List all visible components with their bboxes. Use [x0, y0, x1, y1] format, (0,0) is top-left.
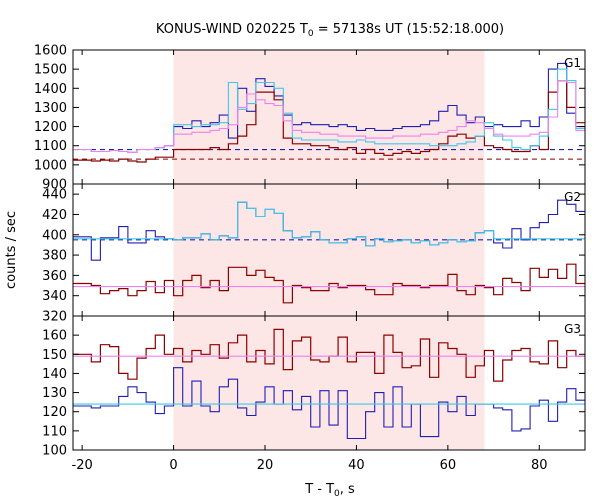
- series-line-blue-step: [73, 367, 585, 440]
- panel-label: G1: [564, 56, 581, 70]
- y-tick-label: 1600: [34, 44, 67, 59]
- y-tick-label: 360: [42, 269, 67, 284]
- x-tick-label: 20: [257, 458, 274, 473]
- y-tick-label: 1400: [34, 82, 67, 97]
- shaded-interval: [173, 316, 485, 450]
- series-group: [73, 199, 585, 304]
- plot-layer: 9001000110012001300140015001600G13203403…: [34, 44, 586, 473]
- panel-g3: 100 110 120 130 140 150 160 G3: [42, 315, 586, 459]
- y-tick-label: 900: [42, 178, 67, 193]
- x-tick-label: 0: [169, 458, 177, 473]
- x-tick-label: -20: [72, 458, 93, 473]
- y-tick-label: 1100: [34, 139, 67, 154]
- y-tick-label: 1500: [34, 63, 67, 78]
- x-tick-label: 60: [440, 458, 457, 473]
- y-tick-label: 440: [42, 188, 67, 203]
- y-tick-label: 380: [42, 249, 67, 264]
- shaded-interval: [173, 184, 485, 316]
- panel-g2: 320 340 360 380 400 420 440 G2: [42, 183, 586, 325]
- y-tick-label: 100: [42, 444, 67, 459]
- y-tick-label: 120: [42, 405, 67, 420]
- x-tick-label: 40: [348, 458, 365, 473]
- shaded-interval: [173, 50, 485, 184]
- y-tick-label: 140: [42, 367, 67, 382]
- y-tick-label: 320: [42, 310, 67, 325]
- series-line-cyan-smooth: [73, 201, 585, 247]
- panel-g1: 900 1000 1100 1200 1300 1400 1500 1600 G1: [34, 44, 586, 193]
- series-line-red-step: [73, 80, 585, 163]
- series-group: [73, 328, 585, 440]
- y-tick-label: 400: [42, 228, 67, 243]
- panel-label: G3: [564, 322, 581, 336]
- y-tick-label: 340: [42, 289, 67, 304]
- y-tick-label: 1200: [34, 120, 67, 135]
- x-axis-label: T - T0, s: [304, 482, 355, 499]
- x-tick-label: 80: [531, 458, 548, 473]
- y-tick-label: 1300: [34, 101, 67, 116]
- y-tick-label: 130: [42, 386, 67, 401]
- series-line-pink-smooth: [73, 80, 585, 153]
- series-line-red-step: [73, 263, 585, 304]
- series-group: [73, 62, 585, 163]
- y-tick-label: 160: [42, 329, 67, 344]
- panel-frame: [72, 315, 586, 451]
- y-tick-label: 110: [42, 424, 67, 439]
- panel-label: G2: [564, 190, 581, 204]
- y-axis-label: counts / sec: [4, 211, 19, 289]
- y-tick-label: 1000: [34, 158, 67, 173]
- y-tick-label: 420: [42, 208, 67, 223]
- chart-title: KONUS-WIND 020225 T0 = 57138s UT (15:52:…: [156, 22, 504, 39]
- y-tick-label: 150: [42, 348, 67, 363]
- series-line-red-step: [73, 328, 585, 382]
